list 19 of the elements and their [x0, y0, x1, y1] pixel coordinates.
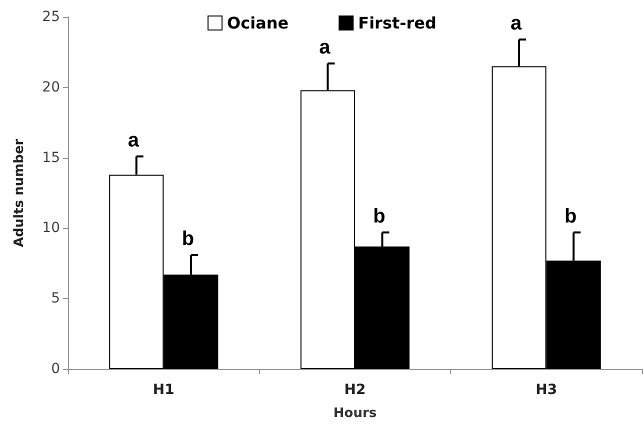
legend-label: First-red	[358, 14, 436, 32]
y-tick-label: 25	[42, 9, 60, 25]
data-label: a	[128, 129, 140, 152]
y-tick-label: 10	[42, 220, 60, 236]
data-label: b	[564, 205, 577, 228]
x-tick-label: H3	[536, 382, 558, 398]
y-tick-label: 15	[42, 150, 60, 166]
data-label: b	[373, 205, 386, 228]
x-axis-title: Hours	[333, 406, 377, 421]
x-tick-label: H2	[344, 382, 366, 398]
data-label: b	[182, 228, 194, 250]
x-tick-label: H1	[152, 382, 174, 398]
legend-label: Ociane	[227, 14, 289, 32]
data-label: a	[510, 12, 523, 35]
y-tick-label: 5	[51, 290, 60, 307]
y-tick-label: 0	[51, 361, 60, 377]
y-axis-title: Adults number	[12, 138, 27, 248]
data-label: a	[319, 36, 332, 58]
y-tick-label: 20	[42, 79, 60, 96]
